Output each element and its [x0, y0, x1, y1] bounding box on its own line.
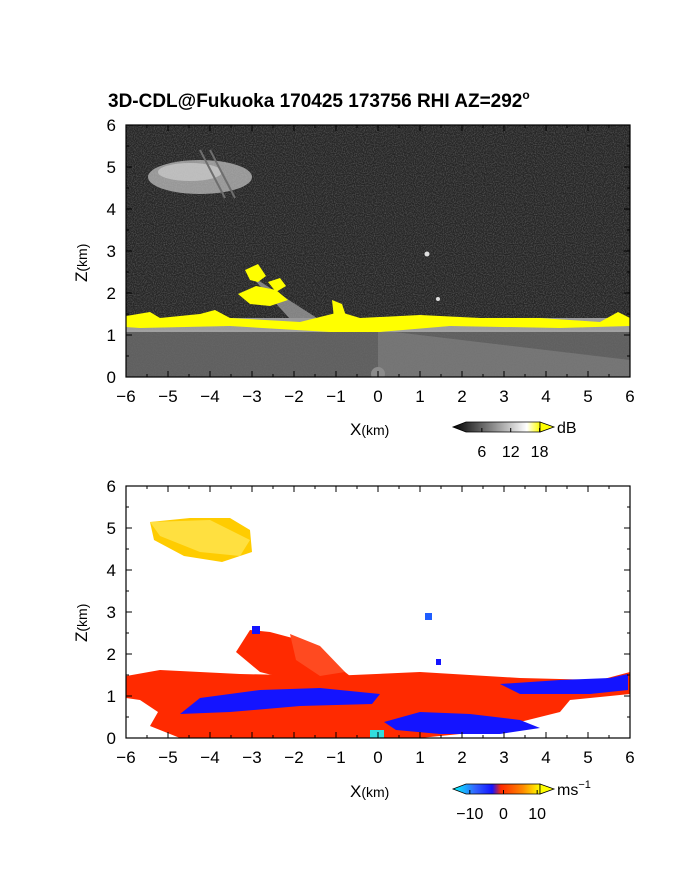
negative-velocity-band	[500, 674, 628, 694]
y-tick-label: 6	[107, 477, 116, 496]
strong-return-plume	[245, 264, 266, 282]
colorbar-tick-label: 10	[528, 806, 546, 823]
colorbar-2: −10 0 10 ms−1	[451, 779, 591, 823]
upper-cloud-streak	[199, 149, 226, 199]
x-tick-label: −1	[326, 387, 345, 406]
x-tick-label: −2	[284, 748, 303, 767]
velocity-panel: −6 −5 −4 −3 −2 −1 0 1 2 3 4 5 6 0 1 2 3 4 5 6	[107, 477, 635, 767]
colorbar-1-max-arrow	[539, 421, 556, 433]
colorbar-1-bar	[451, 421, 541, 433]
colorbar-tick-label: 0	[499, 806, 508, 823]
colorbar-tick-label: 6	[477, 444, 486, 461]
isolated-echo	[424, 251, 430, 257]
upper-cloud-velocity-core	[150, 520, 250, 556]
x-tick-label: −6	[116, 748, 135, 767]
y-tick-label: 1	[107, 326, 116, 345]
y-tick-label: 2	[107, 645, 116, 664]
colorbar-2-unit: ms−1	[557, 779, 591, 799]
backscatter-panel: −6 −5 −4 −3 −2 −1 0 1 2 3 4 5 6 0 1 2 3 4 5 6	[107, 116, 635, 406]
upper-cloud-core	[158, 163, 222, 181]
near-zero-velocity-patch	[370, 730, 384, 738]
x-tick-label: 5	[583, 387, 592, 406]
plot-frame-2	[125, 485, 631, 739]
x-tick-label: 6	[625, 387, 634, 406]
y-tick-label: 2	[107, 284, 116, 303]
x-tick-label: −1	[326, 748, 345, 767]
positive-velocity-plume	[290, 634, 345, 676]
y-tick-label: 0	[107, 368, 116, 387]
x-tick-label: 6	[625, 748, 634, 767]
y-tick-label: 3	[107, 242, 116, 261]
negative-velocity-band	[384, 712, 540, 734]
lower-haze	[378, 330, 630, 377]
y-tick-label: 4	[107, 200, 116, 219]
colorbar-2-bar	[451, 783, 541, 795]
y-tick-label: 1	[107, 687, 116, 706]
isolated-velocity-echo	[436, 659, 441, 665]
x-tick-label: −5	[158, 387, 177, 406]
x-tick-label: 2	[457, 387, 466, 406]
y-tick-label: 5	[107, 158, 116, 177]
y-tick-label: 5	[107, 519, 116, 538]
x-tick-label: 5	[583, 748, 592, 767]
x-tick-label: −2	[284, 387, 303, 406]
x-tick-label: −4	[200, 748, 219, 767]
colorbar-tick-label: 12	[502, 444, 520, 461]
colorbar-2-max-arrow	[539, 783, 556, 795]
upper-cloud-streak	[209, 149, 236, 199]
x-tick-label: −4	[200, 387, 219, 406]
strong-return-plume	[268, 278, 286, 292]
negative-velocity-band	[180, 688, 380, 714]
x-tick-label: −6	[116, 387, 135, 406]
x-tick-label: −5	[158, 748, 177, 767]
x-tick-label: 3	[499, 748, 508, 767]
y-tick-label: 4	[107, 561, 116, 580]
isolated-velocity-echo	[425, 613, 432, 620]
x-tick-label: 1	[415, 748, 424, 767]
x-tick-label: 4	[541, 387, 550, 406]
x-tick-label: 4	[541, 748, 550, 767]
x-tick-label: 3	[499, 387, 508, 406]
y-axis-label-1: Z(km)	[72, 244, 91, 282]
x-tick-label: −3	[242, 748, 261, 767]
x-tick-label: 0	[373, 387, 382, 406]
colorbar-1-unit: dB	[557, 420, 577, 437]
axes-2: −6 −5 −4 −3 −2 −1 0 1 2 3 4 5 6 0 1 2 3 4 5 6	[107, 477, 635, 767]
strong-return-layer	[126, 310, 630, 332]
plot-frame-1	[125, 124, 631, 378]
chart-title: 3D-CDL@Fukuoka 170425 173756 RHI AZ=292o	[108, 88, 530, 112]
negative-velocity-patch	[252, 626, 260, 634]
y-axis-label-2: Z(km)	[72, 604, 91, 642]
colorbar-tick-label: 18	[531, 444, 549, 461]
colorbar-1: 6 12 18 dB	[451, 420, 577, 461]
colorbar-tick-label: −10	[456, 806, 483, 823]
y-tick-label: 0	[107, 729, 116, 748]
isolated-echo	[436, 297, 440, 301]
velocity-field	[126, 518, 630, 738]
y-tick-label: 6	[107, 116, 116, 135]
strong-return-plume	[332, 300, 346, 318]
y-tick-label: 3	[107, 603, 116, 622]
x-axis-label-2: X(km)	[350, 782, 389, 801]
x-tick-label: 2	[457, 748, 466, 767]
x-tick-label: 0	[373, 748, 382, 767]
x-tick-label: 1	[415, 387, 424, 406]
plume-gray	[250, 275, 340, 330]
backscatter-field	[126, 149, 630, 377]
x-axis-label-1: X(km)	[350, 420, 389, 439]
x-tick-label: −3	[242, 387, 261, 406]
